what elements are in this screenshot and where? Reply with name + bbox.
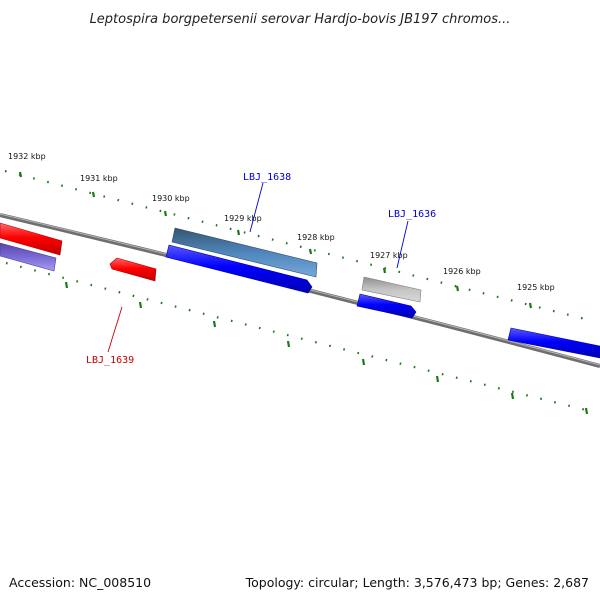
topology-text: Topology: circular; Length: 3,576,473 bp… xyxy=(245,575,589,590)
gene-reverse-blue-1[interactable] xyxy=(165,244,313,294)
scale-label: 1932 kbp xyxy=(8,152,46,161)
gene-reverse-blue-2[interactable] xyxy=(356,293,417,319)
scale-label: 1931 kbp xyxy=(80,174,118,183)
gene-reverse-blue-3[interactable] xyxy=(507,327,600,359)
accession-text: Accession: NC_008510 xyxy=(9,575,152,590)
scale-label: 1927 kbp xyxy=(370,251,408,260)
gene-label-lbj-1639[interactable]: LBJ_1639 xyxy=(86,355,134,366)
scale-label: 1926 kbp xyxy=(443,267,481,276)
lower-major-ticks xyxy=(64,281,589,415)
gene-lbj-1636[interactable] xyxy=(361,276,422,303)
gene-labels: LBJ_1638 LBJ_1636 LBJ_1639 xyxy=(86,172,436,366)
gene-lbj-1639[interactable] xyxy=(109,257,157,282)
scale-label: 1928 kbp xyxy=(297,233,335,242)
gene-lbj-1638[interactable] xyxy=(171,227,318,278)
scale-label: 1929 kbp xyxy=(224,214,262,223)
gene-label-lbj-1638[interactable]: LBJ_1638 xyxy=(243,172,291,183)
gene-features xyxy=(0,222,600,359)
map-title: Leptospira borgpetersenii serovar Hardjo… xyxy=(90,12,511,27)
gene-forward-red-left[interactable] xyxy=(0,222,63,256)
gene-lavender-left[interactable] xyxy=(0,242,57,272)
gene-label-lbj-1636[interactable]: LBJ_1636 xyxy=(388,209,436,220)
upper-major-ticks xyxy=(18,171,533,309)
scale-labels: 1932 kbp 1931 kbp 1930 kbp 1929 kbp 1928… xyxy=(8,152,555,292)
scale-label: 1930 kbp xyxy=(152,194,190,203)
scale-label: 1925 kbp xyxy=(517,283,555,292)
gene-label-leaders xyxy=(107,182,409,353)
